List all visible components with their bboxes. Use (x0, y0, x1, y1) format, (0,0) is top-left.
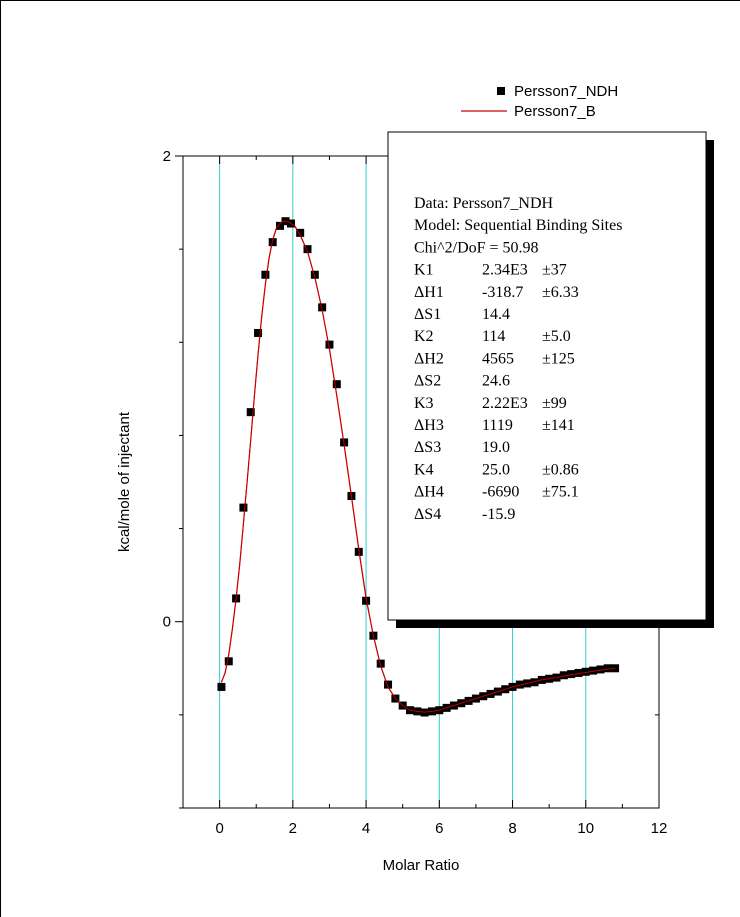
x-tick-label: 0 (215, 820, 223, 837)
data-point (376, 659, 385, 668)
x-tick-label: 6 (435, 820, 443, 837)
data-point (332, 380, 341, 389)
x-tick-label: 8 (508, 820, 516, 837)
data-point (574, 668, 583, 677)
results-box (387, 131, 707, 621)
data-point (224, 657, 233, 666)
legend-label: Persson7_NDH (514, 83, 618, 100)
data-point (254, 328, 263, 337)
data-point (246, 408, 255, 417)
param-name: ΔH4 (414, 484, 444, 501)
param-value: 24.6 (482, 373, 510, 390)
legend-marker-points (497, 87, 505, 95)
data-point (239, 503, 248, 512)
param-value: 2.34E3 (482, 262, 528, 279)
data-point (530, 678, 539, 687)
param-value: -15.9 (482, 506, 515, 523)
fit-results-box: Data: Persson7_NDH Model: Sequential Bind… (387, 131, 714, 628)
data-point (596, 665, 605, 674)
param-error: ±141 (542, 417, 575, 434)
param-error: ±5.0 (542, 328, 571, 345)
param-name: ΔS1 (414, 306, 441, 323)
param-value: 2.22E3 (482, 395, 528, 412)
legend-label: Persson7_B (514, 103, 596, 120)
param-name: K4 (414, 461, 434, 478)
param-value: 25.0 (482, 461, 510, 478)
param-name: K1 (414, 262, 434, 279)
y-tick-label: 0 (163, 614, 171, 631)
x-tick-label: 10 (577, 820, 594, 837)
x-tick-label: 4 (362, 820, 370, 837)
axes: 0 2 4 6 8 10 12 0 2 Molar Ratio kcal/mole of injec… (116, 148, 667, 874)
param-name: ΔH2 (414, 350, 444, 367)
param-error: ±125 (542, 350, 575, 367)
data-point (581, 667, 590, 676)
x-tick-label: 2 (289, 820, 297, 837)
results-line: Chi^2/DoF = 50.98 (414, 239, 539, 256)
param-name: K3 (414, 395, 434, 412)
data-point (567, 670, 576, 679)
data-point (303, 245, 312, 254)
param-value: 14.4 (482, 306, 510, 323)
param-name: K2 (414, 328, 434, 345)
param-value: 4565 (482, 350, 514, 367)
fit-curve-overlay (220, 220, 616, 713)
data-point (589, 666, 598, 675)
x-axis-title: Molar Ratio (383, 857, 460, 874)
y-tick-label: 2 (163, 148, 171, 165)
results-line: Model: Sequential Binding Sites (414, 217, 622, 234)
data-series (217, 217, 620, 717)
param-value: 1119 (482, 417, 513, 434)
param-name: ΔH3 (414, 417, 444, 434)
param-value: 19.0 (482, 439, 510, 456)
data-point (325, 340, 334, 349)
data-point (603, 664, 612, 673)
data-point (559, 671, 568, 680)
data-point (217, 682, 226, 691)
param-error: ±6.33 (542, 284, 579, 301)
param-name: ΔS2 (414, 373, 441, 390)
param-value: -6690 (482, 484, 519, 501)
x-tick-label: 12 (651, 820, 668, 837)
data-point (318, 303, 327, 312)
data-point (276, 221, 285, 230)
y-axis-title: kcal/mole of injectant (116, 411, 133, 552)
param-name: ΔH1 (414, 284, 444, 301)
param-name: ΔS4 (414, 506, 441, 523)
results-line: Data: Persson7_NDH (414, 195, 554, 212)
legend: Persson7_NDH Persson7_B (461, 83, 618, 120)
data-point (261, 270, 270, 279)
param-error: ±75.1 (542, 484, 579, 501)
param-value: 114 (482, 328, 505, 345)
param-error: ±99 (542, 395, 567, 412)
param-value: -318.7 (482, 284, 523, 301)
data-point (515, 680, 524, 689)
data-point (384, 680, 393, 689)
param-error: ±0.86 (542, 461, 579, 478)
data-point (310, 270, 319, 279)
data-point (296, 228, 305, 237)
param-name: ΔS3 (414, 439, 441, 456)
param-error: ±37 (542, 262, 567, 279)
